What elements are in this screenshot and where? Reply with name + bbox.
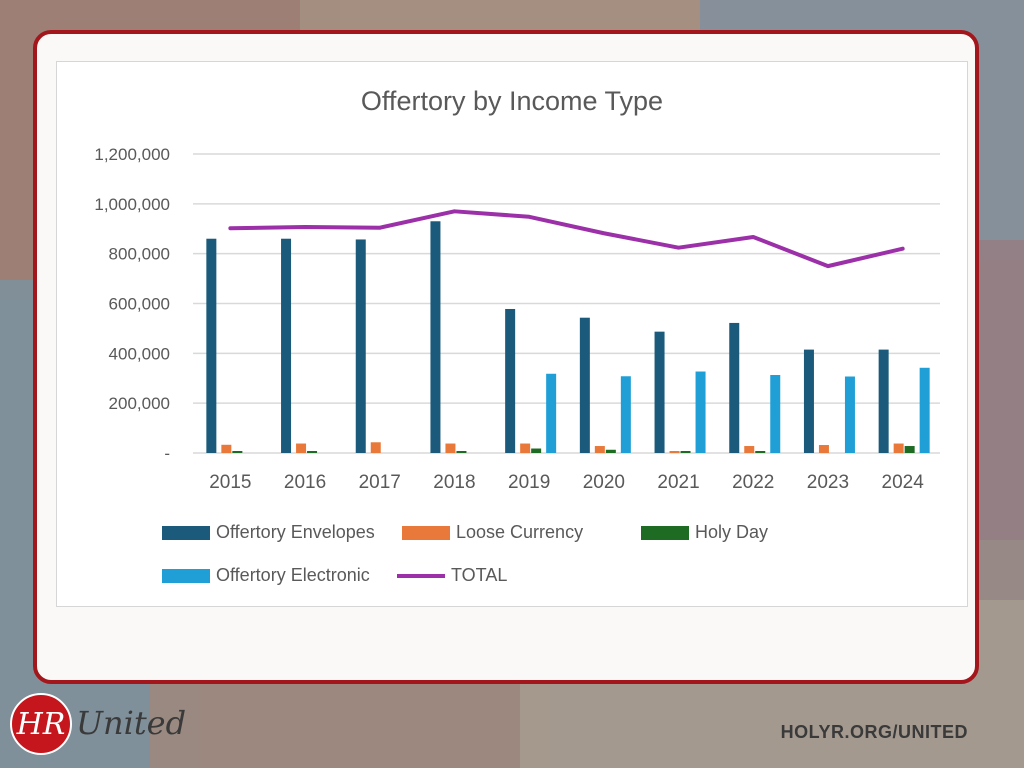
bar bbox=[594, 446, 605, 453]
bar bbox=[755, 451, 766, 453]
y-tick-label: 400,000 bbox=[109, 344, 170, 363]
legend-label: Offertory Envelopes bbox=[216, 522, 375, 542]
y-tick-label: 800,000 bbox=[109, 245, 170, 264]
x-tick-label: 2021 bbox=[657, 472, 699, 493]
x-tick-label: 2022 bbox=[732, 472, 774, 493]
legend-item: Offertory Electronic bbox=[162, 565, 370, 586]
legend-item: Offertory Envelopes bbox=[162, 522, 375, 543]
legend-swatch bbox=[397, 573, 445, 578]
bar bbox=[744, 446, 755, 453]
legend-swatch bbox=[162, 568, 210, 583]
site-url[interactable]: HOLYR.ORG/UNITED bbox=[780, 722, 968, 742]
legend-label: Holy Day bbox=[695, 522, 769, 542]
bar bbox=[669, 451, 680, 453]
bar bbox=[370, 442, 381, 453]
chart-title: Offertory by Income Type bbox=[360, 86, 664, 116]
bar bbox=[654, 331, 665, 453]
bar bbox=[818, 445, 829, 453]
bar bbox=[232, 451, 243, 453]
bar bbox=[878, 349, 889, 453]
bar bbox=[307, 451, 318, 453]
x-tick-label: 2024 bbox=[882, 472, 925, 493]
y-tick-label: 1,200,000 bbox=[94, 145, 170, 164]
y-tick-label: 1,000,000 bbox=[94, 195, 170, 214]
legend-item: Holy Day bbox=[641, 522, 768, 543]
bar bbox=[221, 444, 232, 453]
y-tick-label: 600,000 bbox=[109, 295, 170, 314]
x-tick-label: 2018 bbox=[433, 472, 475, 493]
bar bbox=[520, 443, 531, 453]
bar bbox=[919, 367, 930, 453]
legend-swatch bbox=[402, 525, 450, 540]
bar bbox=[579, 317, 590, 453]
bar bbox=[281, 238, 292, 453]
legend-swatch bbox=[162, 525, 210, 540]
bar bbox=[729, 322, 740, 453]
bar bbox=[605, 449, 616, 453]
bar bbox=[904, 446, 915, 453]
x-tick-label: 2015 bbox=[209, 472, 251, 493]
legend-label: Offertory Electronic bbox=[216, 565, 370, 585]
bar bbox=[680, 451, 691, 453]
bar bbox=[893, 443, 904, 453]
legend-item: Loose Currency bbox=[402, 522, 583, 543]
bar bbox=[445, 443, 456, 453]
legend-label: TOTAL bbox=[451, 565, 508, 585]
bar bbox=[844, 376, 855, 453]
x-tick-label: 2016 bbox=[284, 472, 326, 493]
legend-swatch bbox=[641, 525, 689, 540]
x-tick-label: 2023 bbox=[807, 472, 849, 493]
bar bbox=[546, 373, 557, 453]
logo-initials: HR bbox=[16, 706, 66, 742]
bar bbox=[620, 376, 631, 453]
bar bbox=[531, 448, 542, 453]
bar bbox=[296, 443, 307, 453]
legend-label: Loose Currency bbox=[456, 522, 584, 542]
bar bbox=[505, 308, 516, 453]
bar bbox=[803, 349, 814, 453]
x-tick-label: 2019 bbox=[508, 472, 550, 493]
y-tick-label: - bbox=[164, 444, 170, 463]
y-tick-label: 200,000 bbox=[109, 394, 170, 413]
bar bbox=[770, 375, 781, 453]
bar bbox=[355, 239, 366, 453]
bar bbox=[695, 371, 706, 453]
bar bbox=[456, 451, 467, 453]
bar bbox=[206, 238, 217, 453]
total-line bbox=[228, 209, 905, 269]
legend-item: TOTAL bbox=[397, 565, 507, 586]
x-tick-label: 2017 bbox=[359, 472, 401, 493]
bar bbox=[430, 221, 441, 453]
brand-logo[interactable]: HR bbox=[10, 693, 72, 755]
brand-wordmark: United bbox=[76, 704, 187, 742]
x-tick-label: 2020 bbox=[583, 472, 625, 493]
